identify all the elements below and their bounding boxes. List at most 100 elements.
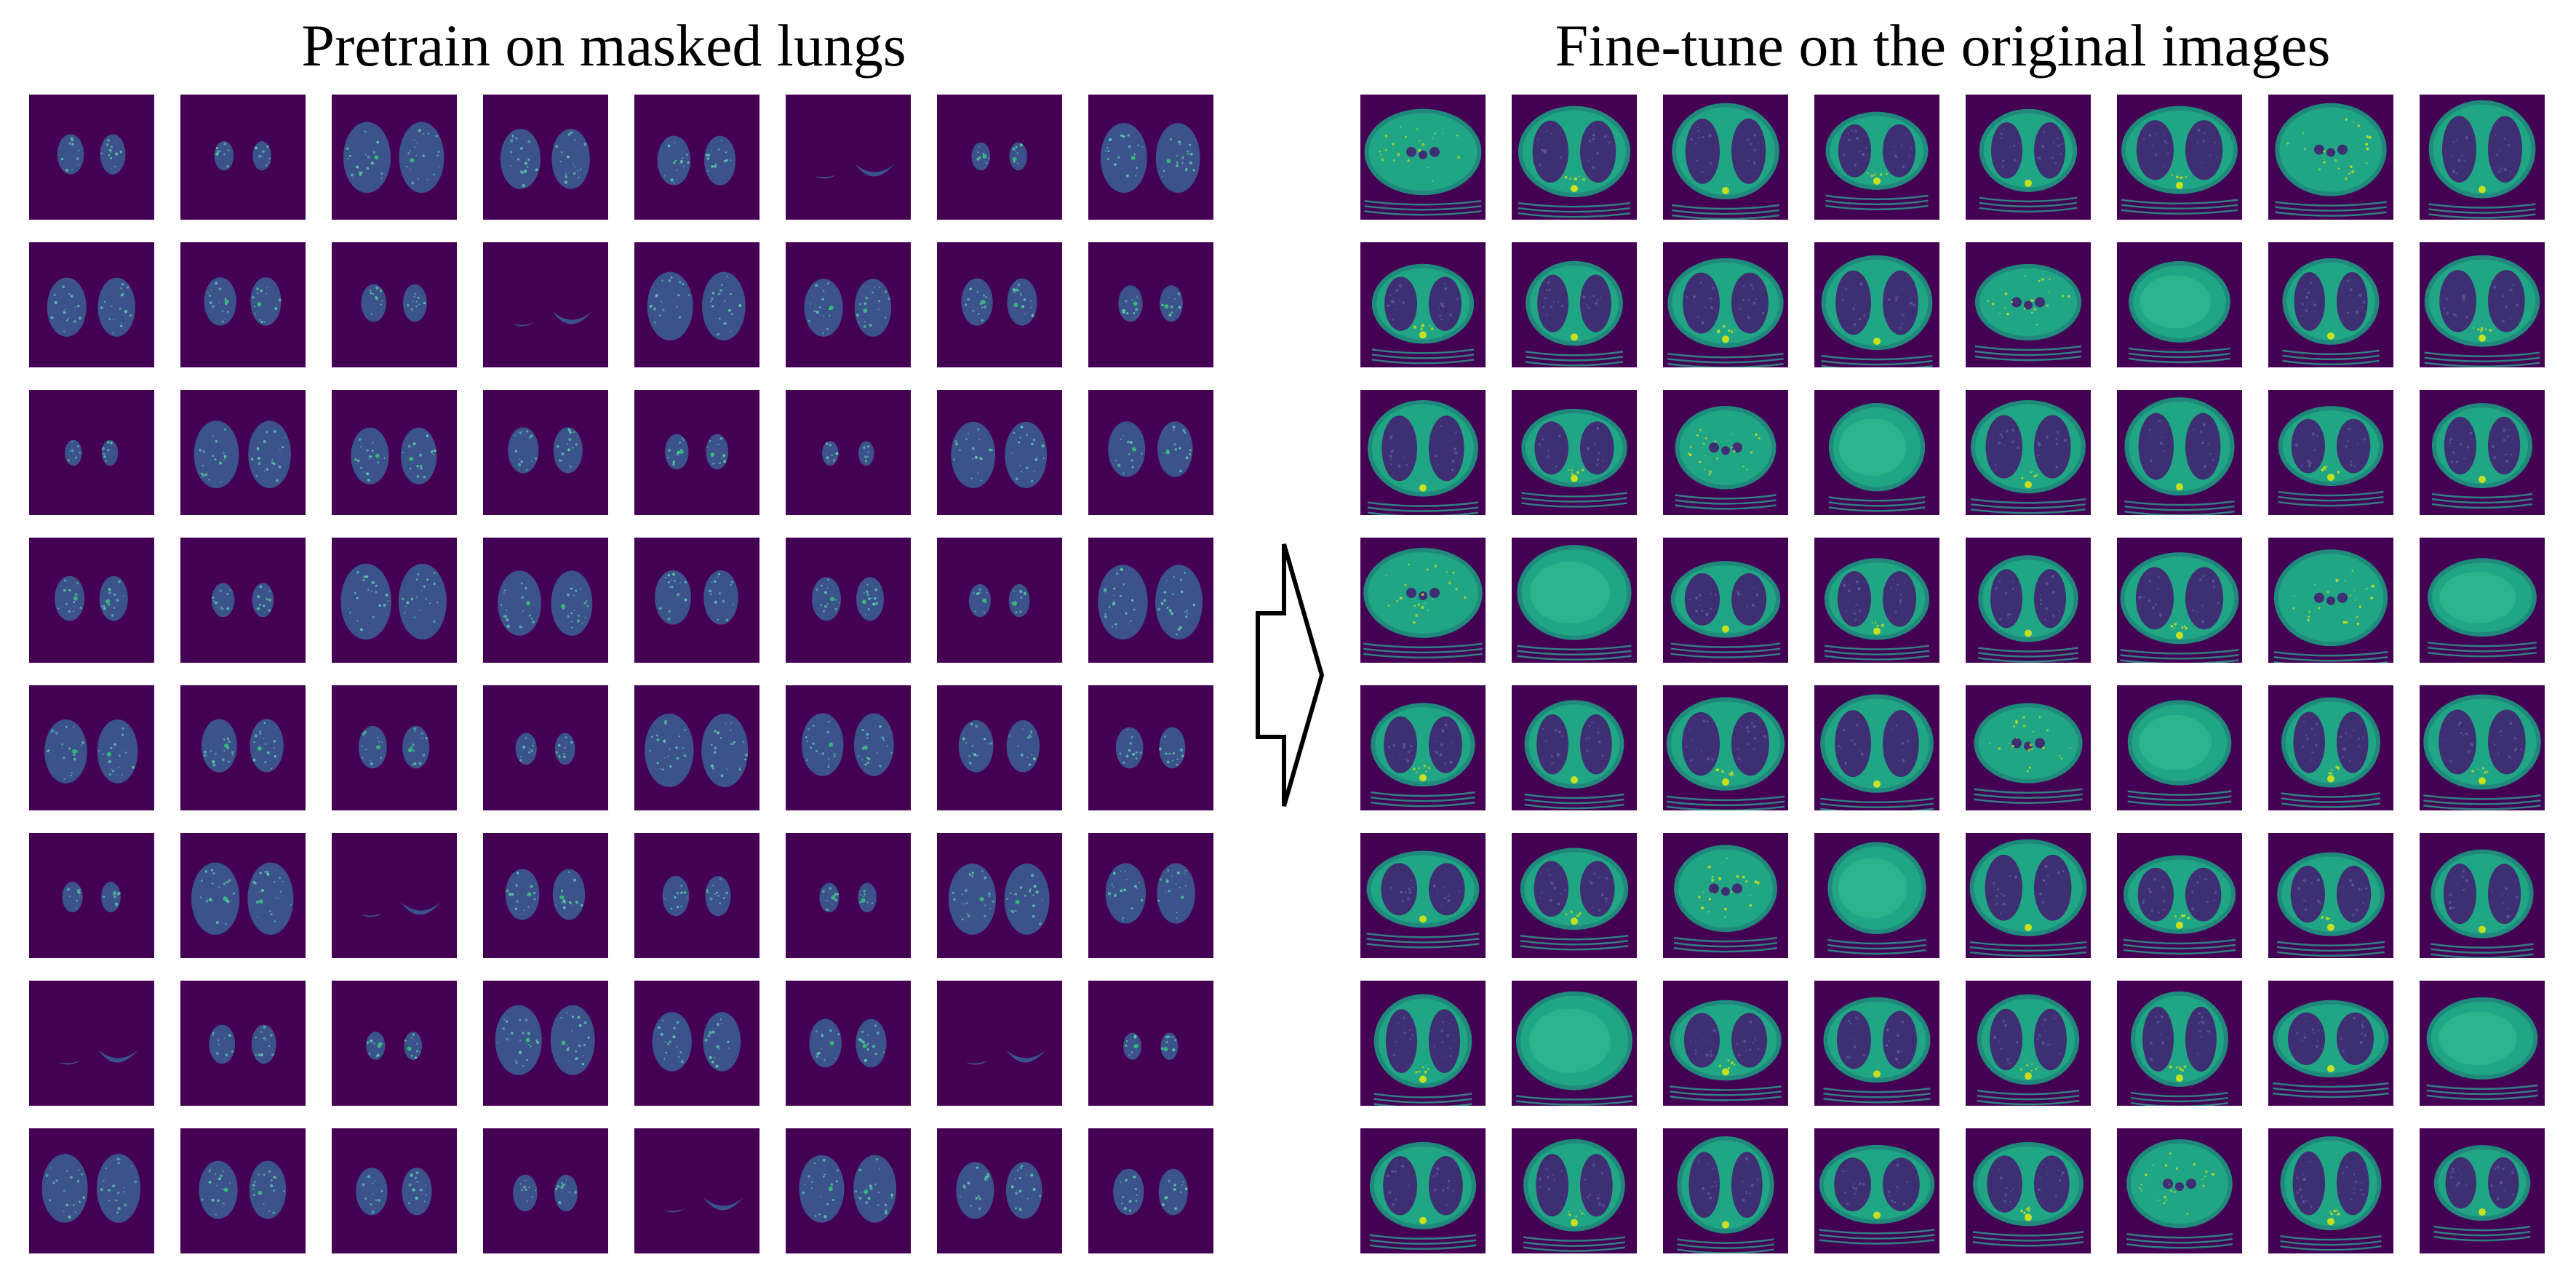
masked-lung-tile (786, 981, 911, 1106)
masked-lung-tile (937, 95, 1062, 220)
masked-lung-tile (332, 538, 457, 663)
original-ct-tile (1814, 390, 1939, 515)
masked-lung-tile (1088, 390, 1213, 515)
masked-lung-tile (29, 95, 154, 220)
masked-lung-tile (332, 242, 457, 367)
original-ct-tile (2420, 685, 2545, 810)
masked-lung-tile (937, 242, 1062, 367)
original-ct-tile (1360, 981, 1486, 1106)
original-ct-tile (1512, 685, 1637, 810)
masked-lung-tile (1088, 242, 1213, 367)
original-ct-tile (1512, 95, 1637, 220)
original-ct-tile (1663, 685, 1788, 810)
masked-lung-tile (332, 390, 457, 515)
masked-lung-tile (483, 833, 608, 958)
masked-lung-tile (180, 390, 306, 515)
original-ct-tile (2420, 390, 2545, 515)
masked-lung-tile (937, 1128, 1062, 1253)
masked-lung-tile (1088, 833, 1213, 958)
original-ct-tile (2117, 242, 2242, 367)
original-ct-tile (1360, 1128, 1486, 1253)
original-ct-tile (1966, 390, 2091, 515)
masked-lung-tile (634, 685, 759, 810)
masked-lung-tile (332, 685, 457, 810)
original-ct-tile (1360, 95, 1486, 220)
original-ct-tile (1814, 242, 1939, 367)
masked-lung-tile (1088, 981, 1213, 1106)
original-ct-tile (2268, 538, 2393, 663)
original-ct-tile (1663, 390, 1788, 515)
original-ct-tile (1663, 95, 1788, 220)
original-ct-tile (2420, 1128, 2545, 1253)
original-ct-tile (1512, 981, 1637, 1106)
masked-lung-tile (1088, 95, 1213, 220)
masked-lung-tile (786, 242, 911, 367)
original-ct-tile (1663, 242, 1788, 367)
masked-lung-tile (786, 685, 911, 810)
original-ct-tile (2268, 981, 2393, 1106)
masked-lung-tile (180, 833, 306, 958)
original-ct-tile (1512, 390, 1637, 515)
original-ct-tile (1814, 833, 1939, 958)
original-ct-tile (1966, 981, 2091, 1106)
masked-lung-tile (937, 538, 1062, 663)
masked-lung-tile (634, 242, 759, 367)
original-ct-tile (1512, 1128, 1637, 1253)
original-ct-tile (2420, 95, 2545, 220)
masked-lung-tile (483, 981, 608, 1106)
original-ct-tile (2268, 242, 2393, 367)
original-ct-tile (2420, 242, 2545, 367)
original-ct-tile (1512, 833, 1637, 958)
masked-lung-tile (29, 1128, 154, 1253)
masked-lung-tile (180, 685, 306, 810)
original-ct-tile (1966, 538, 2091, 663)
masked-lung-tile (332, 95, 457, 220)
masked-lung-tile (634, 95, 759, 220)
original-ct-tile (1966, 833, 2091, 958)
original-ct-tile (2268, 95, 2393, 220)
masked-lung-tile (786, 390, 911, 515)
masked-lung-tile (1088, 1128, 1213, 1253)
original-ct-tile (1360, 242, 1486, 367)
masked-lung-tile (937, 390, 1062, 515)
pretrain-panel-title: Pretrain on masked lungs (301, 12, 906, 79)
original-ct-tile (1512, 242, 1637, 367)
original-ct-tile (1360, 390, 1486, 515)
masked-lung-tile (937, 685, 1062, 810)
masked-lung-tile (483, 390, 608, 515)
original-ct-tile (1360, 538, 1486, 663)
original-ct-tile (2117, 538, 2242, 663)
original-ct-tile (1814, 538, 1939, 663)
masked-lung-tile (786, 833, 911, 958)
original-ct-tile (1663, 1128, 1788, 1253)
masked-lung-tile (786, 1128, 911, 1253)
finetune-panel-title: Fine-tune on the original images (1555, 12, 2331, 79)
masked-lung-tile (332, 1128, 457, 1253)
masked-lung-tile (180, 981, 306, 1106)
masked-lung-tile (483, 685, 608, 810)
masked-lung-tile (483, 95, 608, 220)
masked-lung-tile (786, 538, 911, 663)
masked-lung-tile (180, 95, 306, 220)
masked-lung-tile (634, 538, 759, 663)
masked-lung-tile (1088, 685, 1213, 810)
masked-lung-tile (1088, 538, 1213, 663)
masked-lung-tile (483, 1128, 608, 1253)
masked-lung-tile (786, 95, 911, 220)
masked-lung-tile (29, 833, 154, 958)
masked-lung-tile (634, 390, 759, 515)
original-ct-tile (2117, 685, 2242, 810)
original-ct-tile (2420, 833, 2545, 958)
original-ct-tile (2117, 390, 2242, 515)
original-ct-tile (2117, 833, 2242, 958)
original-ct-tile (1814, 95, 1939, 220)
original-ct-tile (1663, 981, 1788, 1106)
original-ct-tile (1966, 95, 2091, 220)
masked-lung-tile (180, 1128, 306, 1253)
original-ct-tile (1360, 833, 1486, 958)
original-ct-tile (1814, 1128, 1939, 1253)
original-ct-tile (1663, 538, 1788, 663)
original-ct-tile (2117, 1128, 2242, 1253)
original-ct-tile (2420, 981, 2545, 1106)
original-ct-tile (2117, 981, 2242, 1106)
